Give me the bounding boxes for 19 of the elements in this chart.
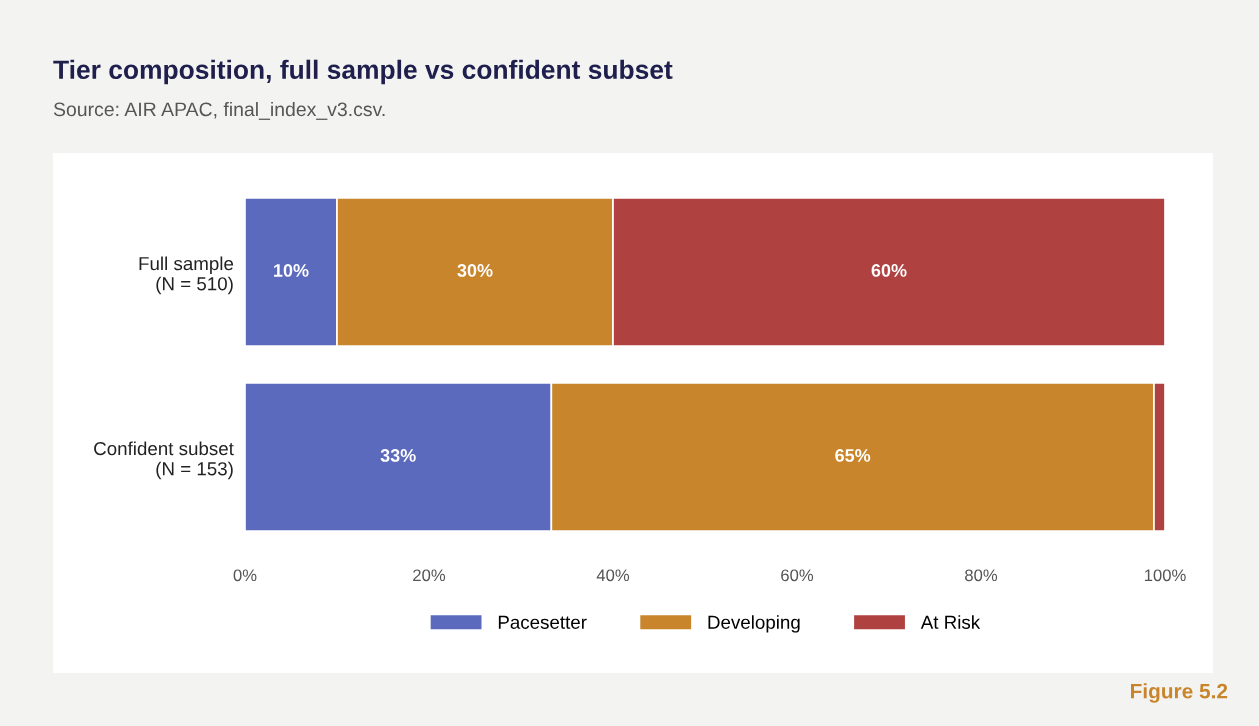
- y-tick-label: Full sample (N = 510): [139, 256, 234, 295]
- caption: Figure 5.2: [1130, 683, 1228, 703]
- data-label: 65%: [835, 449, 871, 462]
- x-tick-label: 20%: [413, 569, 446, 582]
- x-tick-label: 60%: [781, 569, 814, 582]
- legend-label: Developing: [708, 615, 800, 633]
- y-tick-label: Confident subset (N = 153): [94, 441, 234, 480]
- data-label: 30%: [457, 264, 493, 277]
- x-tick-label: 0%: [233, 569, 257, 582]
- x-tick-label: 40%: [596, 569, 630, 582]
- x-tick-label: 100%: [1144, 569, 1186, 582]
- x-tick-label: 80%: [965, 569, 998, 582]
- chart-title: Tier composition, full sample vs confident subset: [53, 59, 673, 85]
- data-label: 60%: [871, 264, 907, 277]
- legend-label: At Risk: [920, 615, 981, 629]
- legend-label: Pacesetter: [498, 615, 587, 629]
- data-label: 10%: [274, 264, 309, 277]
- data-label: 33%: [380, 449, 416, 462]
- source-note: Source: AIR APAC, final_index_v3.csv.: [53, 101, 385, 120]
